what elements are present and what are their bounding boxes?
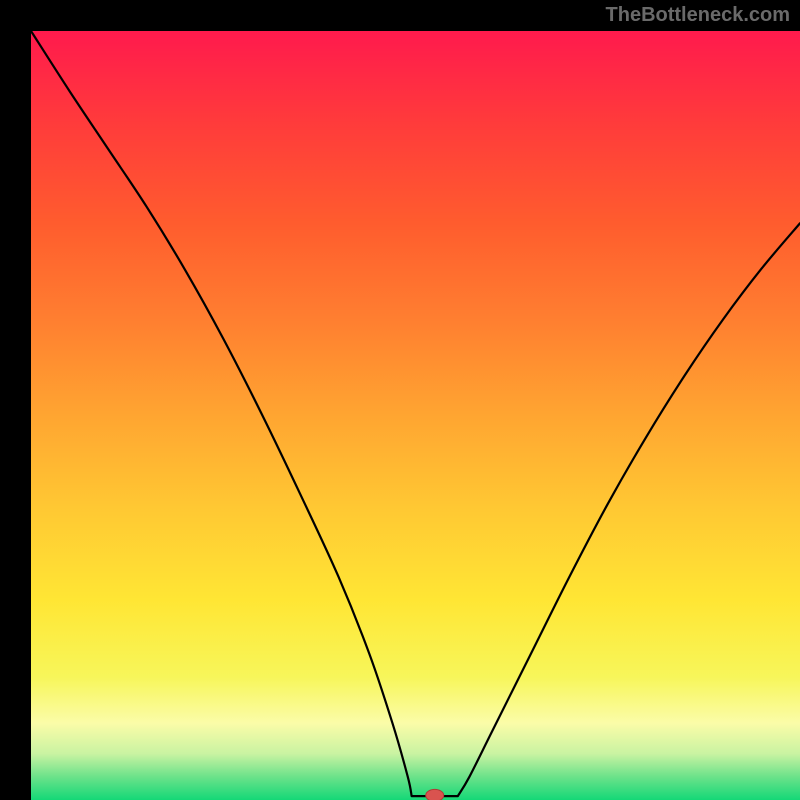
- bottleneck-chart: [0, 0, 800, 800]
- plot-background: [31, 31, 800, 800]
- chart-container: TheBottleneck.com: [0, 0, 800, 800]
- watermark-label: TheBottleneck.com: [606, 4, 790, 27]
- vertex-marker: [426, 789, 444, 800]
